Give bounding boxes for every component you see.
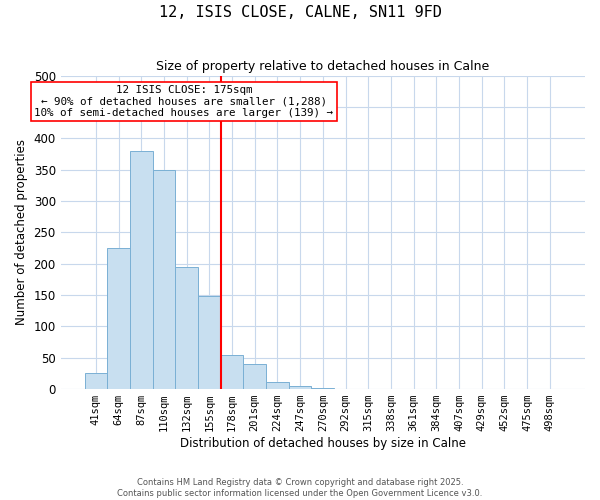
Bar <box>198 296 221 389</box>
Text: Contains HM Land Registry data © Crown copyright and database right 2025.
Contai: Contains HM Land Registry data © Crown c… <box>118 478 482 498</box>
Bar <box>107 248 130 389</box>
Bar <box>152 170 175 389</box>
Title: Size of property relative to detached houses in Calne: Size of property relative to detached ho… <box>156 60 490 73</box>
Bar <box>85 374 107 389</box>
Bar <box>130 151 152 389</box>
Bar <box>266 382 289 389</box>
Bar <box>244 364 266 389</box>
Bar <box>175 267 198 389</box>
Y-axis label: Number of detached properties: Number of detached properties <box>15 140 28 326</box>
Bar <box>289 386 311 389</box>
Text: 12 ISIS CLOSE: 175sqm
← 90% of detached houses are smaller (1,288)
10% of semi-d: 12 ISIS CLOSE: 175sqm ← 90% of detached … <box>34 85 334 118</box>
Bar <box>221 354 244 389</box>
Text: 12, ISIS CLOSE, CALNE, SN11 9FD: 12, ISIS CLOSE, CALNE, SN11 9FD <box>158 5 442 20</box>
X-axis label: Distribution of detached houses by size in Calne: Distribution of detached houses by size … <box>180 437 466 450</box>
Bar <box>311 388 334 389</box>
